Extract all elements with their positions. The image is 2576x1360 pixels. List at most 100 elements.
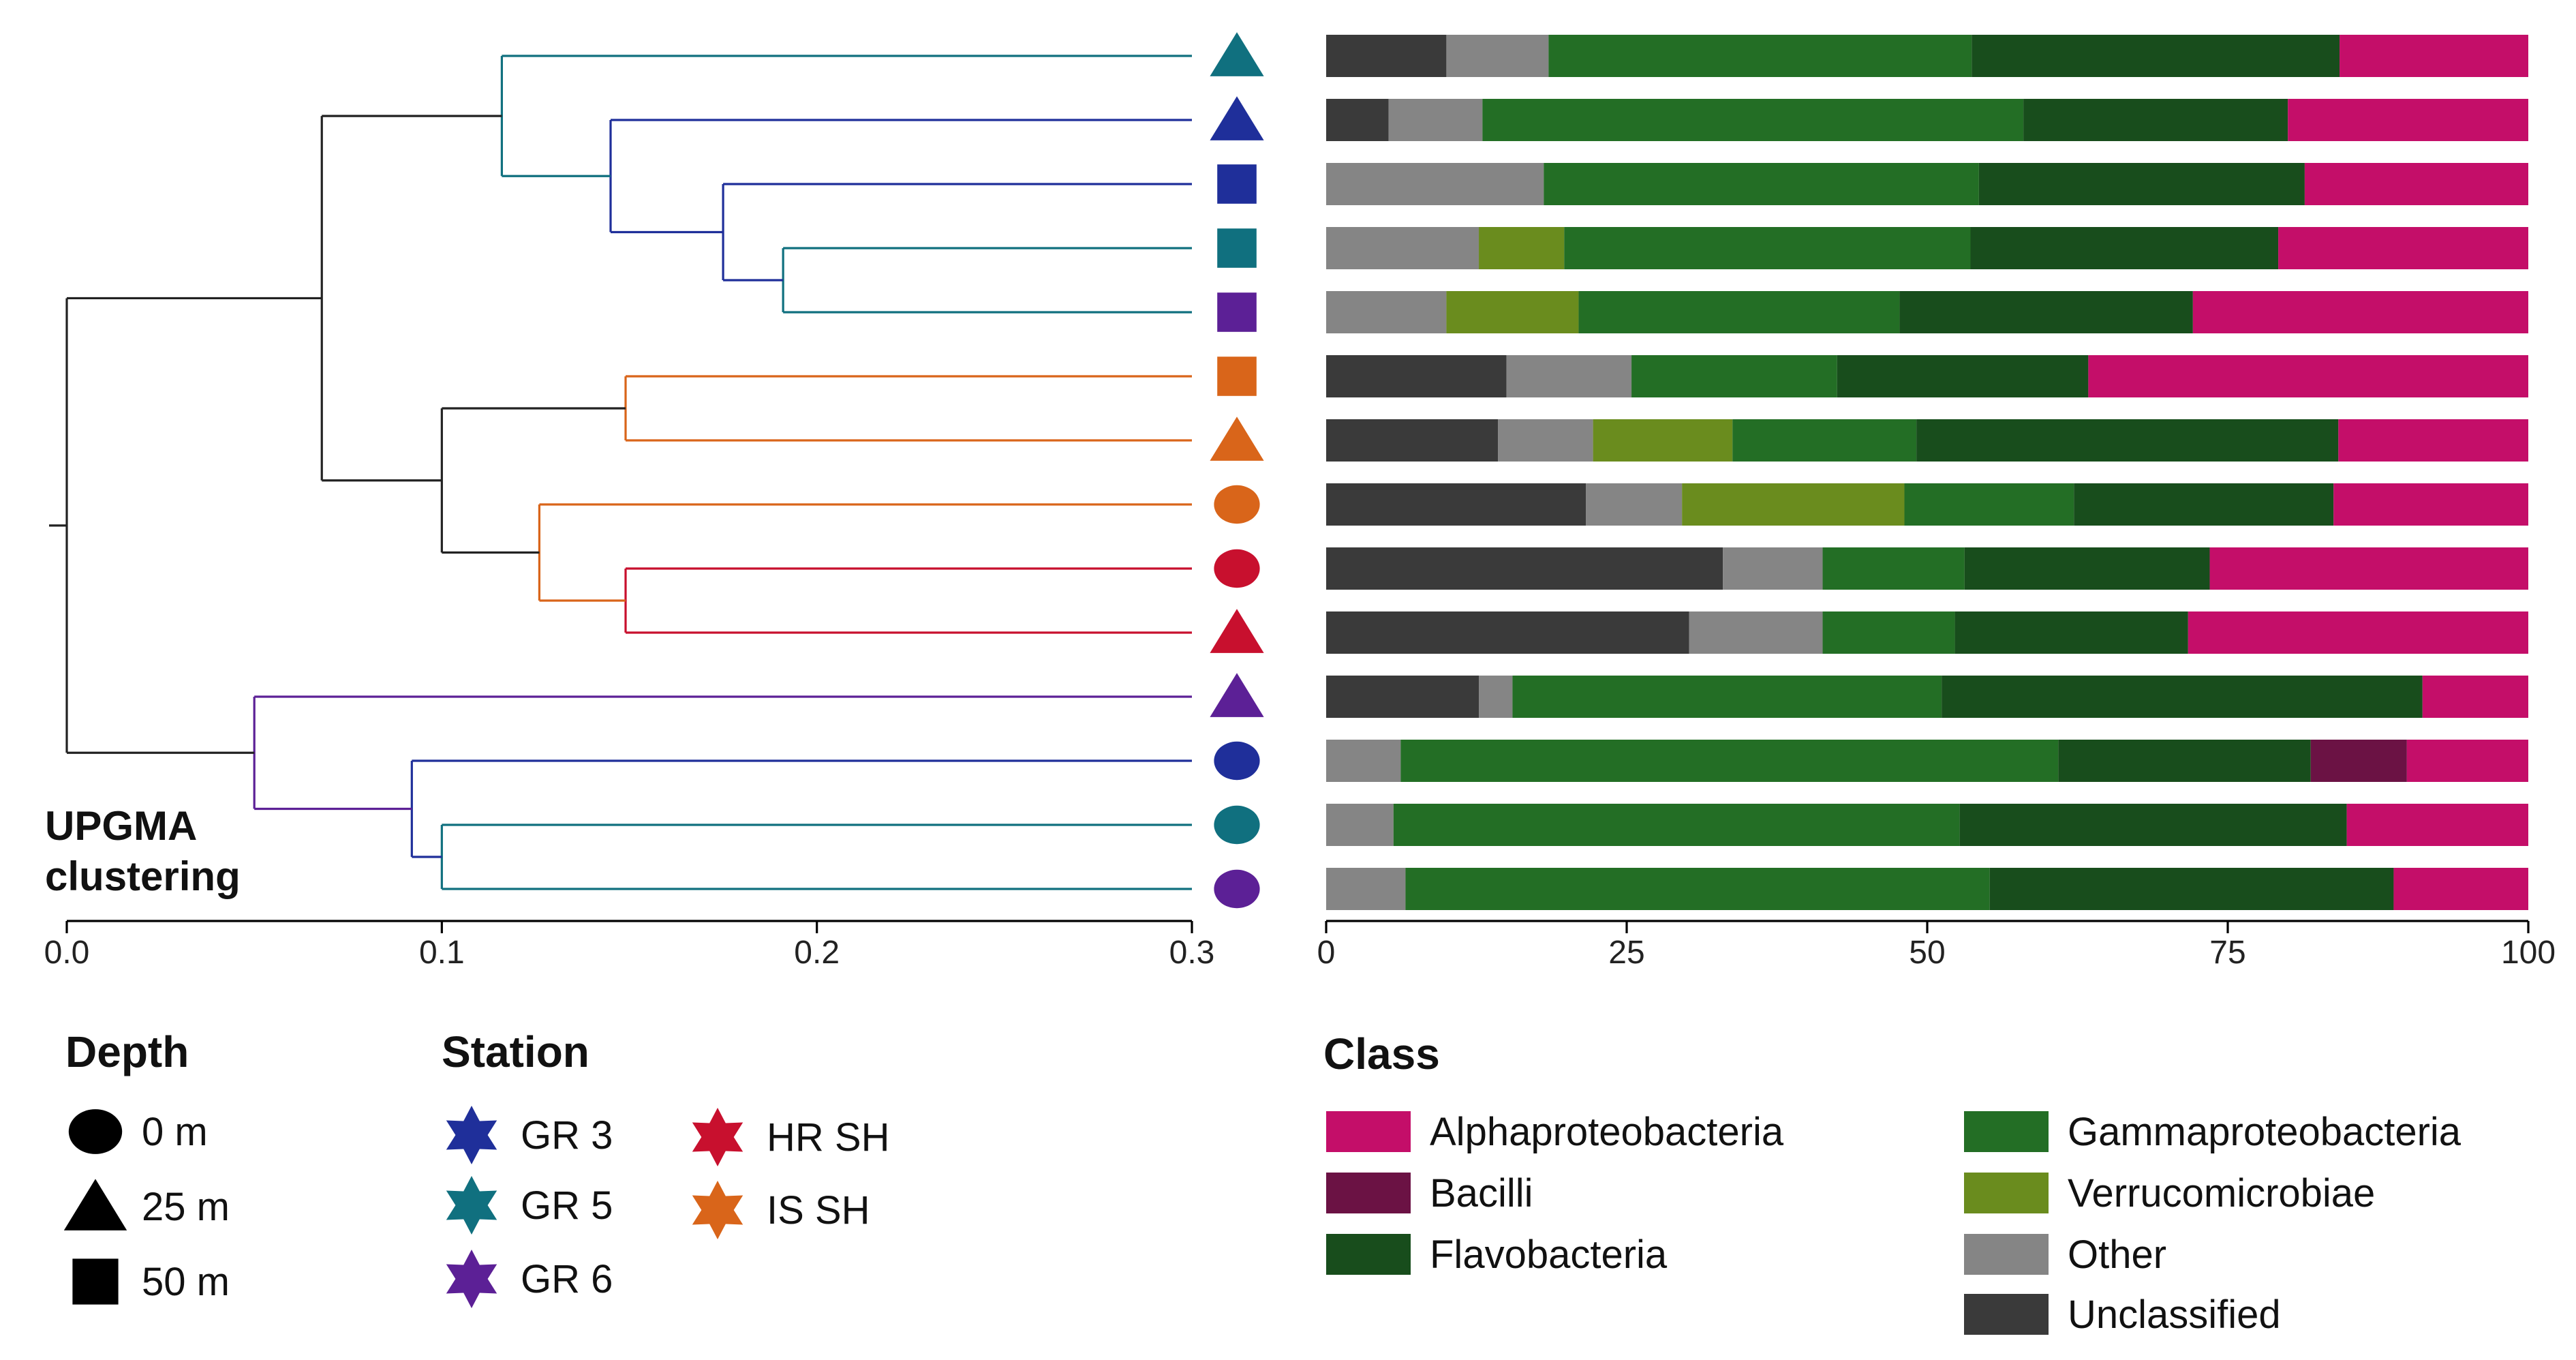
depth-legend-label: 25 m <box>142 1185 230 1229</box>
bar-segment-flavobacteria <box>1942 676 2423 718</box>
bar-segment-flavobacteria <box>1972 35 2340 77</box>
bar-segment-alphaproteobacteria <box>2304 163 2528 205</box>
depth-legend-title: Depth <box>65 1027 189 1076</box>
bar-segment-gammaproteobacteria <box>1544 163 1979 205</box>
bar-segment-flavobacteria <box>2058 740 2311 782</box>
class-legend-swatch-unclassified <box>1964 1294 2049 1335</box>
bar-segment-other <box>1479 676 1513 718</box>
class-legend-swatch-alphaproteobacteria <box>1326 1111 1411 1152</box>
bar-segment-other <box>1326 163 1544 205</box>
bar-segment-flavobacteria <box>2074 483 2334 526</box>
bar-segment-gammaproteobacteria <box>1393 804 1960 846</box>
bar-segment-verrucomicrobiae <box>1479 227 1565 269</box>
bar-segment-flavobacteria <box>1964 547 2210 590</box>
legends: Depth 0 m 25 m 50 m Station GR 3 GR 5 GR 6 HR SH… <box>63 1027 2462 1337</box>
bar-segment-gammaproteobacteria <box>1631 355 1837 397</box>
depth-legend-label: 50 m <box>142 1260 230 1304</box>
class-legend-swatch-flavobacteria <box>1326 1234 1411 1275</box>
leaf-marker-hr-sh-25-m <box>1210 609 1264 653</box>
station-legend-label: GR 5 <box>521 1183 613 1228</box>
bar-segment-alphaproteobacteria <box>2278 227 2528 269</box>
class-legend-swatch-bacilli <box>1326 1173 1411 1213</box>
class-legend-swatch-verrucomicrobiae <box>1964 1173 2049 1213</box>
station-star-icon <box>692 1108 743 1166</box>
dendrogram-title: UPGMA <box>45 803 197 849</box>
bar-segment-other <box>1446 35 1549 77</box>
bar-segment-gammaproteobacteria <box>1405 868 1990 910</box>
depth-legend-circle-icon <box>68 1109 123 1154</box>
station-star-icon <box>446 1106 497 1164</box>
bar-segment-verrucomicrobiae <box>1682 483 1905 526</box>
bar-segment-alphaproteobacteria <box>2192 291 2528 333</box>
dendrogram-title: clustering <box>45 853 241 899</box>
bar-segment-other <box>1506 355 1632 397</box>
dendrogram-x-tick-label: 0.2 <box>794 935 840 971</box>
leaf-marker-gr-6-50-m <box>1217 292 1257 332</box>
bar-row-hr-sh-0-m <box>1326 547 2528 590</box>
leaf-marker-is-sh-25-m <box>1210 417 1264 461</box>
bar-segment-flavobacteria <box>1954 611 2188 654</box>
bar-segment-other <box>1689 611 1823 654</box>
station-star-icon <box>446 1176 497 1235</box>
bar-row-is-sh-0-m <box>1326 483 2528 526</box>
bar-segment-alphaproteobacteria <box>2188 611 2528 654</box>
bar-segment-flavobacteria <box>1959 804 2347 846</box>
bar-row-gr-5-50-m <box>1326 227 2528 269</box>
depth-legend-triangle-icon <box>63 1179 127 1230</box>
depth-legend-square-icon <box>72 1258 119 1305</box>
dendrogram-x-tick-label: 0.3 <box>1169 935 1215 971</box>
bar-segment-flavobacteria <box>1978 163 2305 205</box>
bar-segment-other <box>1326 291 1447 333</box>
bar-segment-other <box>1326 227 1479 269</box>
station-star-icon <box>692 1181 743 1239</box>
bar-segment-alphaproteobacteria <box>2340 35 2528 77</box>
bar-segment-gammaproteobacteria <box>1578 291 1900 333</box>
station-star-icon <box>446 1250 497 1308</box>
bar-segment-alphaproteobacteria <box>2088 355 2528 397</box>
bar-segment-unclassified <box>1326 547 1723 590</box>
dendrogram-x-tick-label: 0.0 <box>44 935 90 971</box>
bar-x-tick-label: 50 <box>1909 935 1945 971</box>
bar-segment-gammaproteobacteria <box>1482 99 2024 141</box>
bar-segment-unclassified <box>1326 35 1447 77</box>
bar-segment-flavobacteria <box>1899 291 2193 333</box>
station-legend-title: Station <box>442 1027 589 1076</box>
class-legend-label: Gammaproteobacteria <box>2068 1110 2462 1154</box>
bar-row-gr-6-50-m <box>1326 291 2528 333</box>
class-legend-label: Bacilli <box>1430 1171 1533 1215</box>
leaf-marker-gr-6-0-m <box>1214 869 1260 909</box>
bar-segment-unclassified <box>1326 355 1507 397</box>
bar-segment-verrucomicrobiae <box>1593 419 1733 462</box>
bar-segment-flavobacteria <box>1970 227 2279 269</box>
bar-row-gr-6-0-m <box>1326 868 2528 910</box>
bar-segment-other <box>1498 419 1593 462</box>
bar-row-gr-5-0-m <box>1326 804 2528 846</box>
leaf-marker-gr-5-25-m <box>1210 32 1264 76</box>
depth-legend-label: 0 m <box>142 1110 208 1154</box>
bar-segment-alphaproteobacteria <box>2338 419 2528 462</box>
bar-segment-alphaproteobacteria <box>2393 868 2528 910</box>
bar-segment-other <box>1586 483 1683 526</box>
bar-segment-other <box>1326 868 1406 910</box>
class-legend-title: Class <box>1323 1029 1440 1078</box>
bar-row-gr-3-50-m <box>1326 163 2528 205</box>
station-legend-label: GR 6 <box>521 1257 613 1301</box>
bar-row-is-sh-50-m <box>1326 355 2528 397</box>
bar-segment-unclassified <box>1326 99 1389 141</box>
class-legend-swatch-gammaproteobacteria <box>1964 1111 2049 1152</box>
bar-x-tick-label: 25 <box>1608 935 1644 971</box>
bar-row-hr-sh-25-m <box>1326 611 2528 654</box>
leaf-marker-gr-6-25-m <box>1210 673 1264 717</box>
bar-segment-bacilli <box>2310 740 2407 782</box>
bar-segment-gammaproteobacteria <box>1564 227 1971 269</box>
leaf-marker-gr-3-25-m <box>1210 96 1264 140</box>
bar-segment-gammaproteobacteria <box>1822 547 1965 590</box>
bar-segment-alphaproteobacteria <box>2346 804 2528 846</box>
stacked-bar-chart: 0 25 50 75 100 <box>1317 35 2556 971</box>
sample-markers <box>1210 32 1264 909</box>
bar-segment-other <box>1723 547 1823 590</box>
bar-segment-other <box>1326 740 1401 782</box>
class-legend-label: Unclassified <box>2068 1293 2281 1337</box>
bar-x-tick-label: 100 <box>2501 935 2556 971</box>
